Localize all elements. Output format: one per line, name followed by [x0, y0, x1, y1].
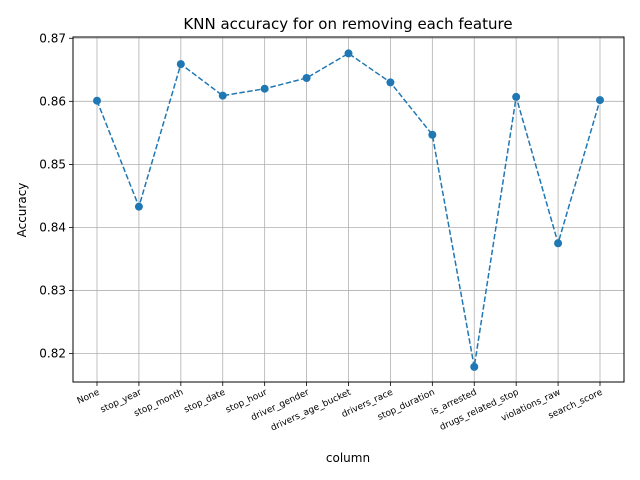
- data-point: [512, 92, 521, 101]
- y-tick-label: 0.85: [39, 157, 66, 171]
- data-point: [428, 130, 437, 139]
- data-point: [470, 362, 479, 371]
- y-tick-label: 0.87: [39, 31, 66, 45]
- grid: [73, 37, 624, 382]
- data-point: [260, 84, 269, 93]
- data-point: [93, 96, 101, 105]
- data-point: [386, 78, 395, 87]
- chart-title: KNN accuracy for on removing each featur…: [183, 15, 512, 33]
- x-axis-label: column: [326, 451, 370, 465]
- y-tick-label: 0.83: [39, 284, 66, 298]
- y-axis-label: Accuracy: [15, 183, 29, 238]
- data-point: [134, 202, 143, 211]
- data-point: [596, 96, 604, 105]
- series-layer: [93, 49, 604, 371]
- data-point: [218, 91, 227, 100]
- x-tick-label: None: [76, 387, 102, 406]
- y-tick-label: 0.86: [39, 94, 66, 108]
- data-point: [302, 73, 311, 82]
- y-tick-label: 0.82: [39, 347, 66, 361]
- data-point: [554, 239, 563, 248]
- data-point: [344, 49, 353, 58]
- x-tick-label: stop_date: [183, 387, 228, 415]
- ticks-layer: 0.820.830.840.850.860.87Nonestop_yearsto…: [39, 31, 604, 433]
- data-point: [176, 60, 185, 69]
- y-tick-label: 0.84: [39, 220, 66, 234]
